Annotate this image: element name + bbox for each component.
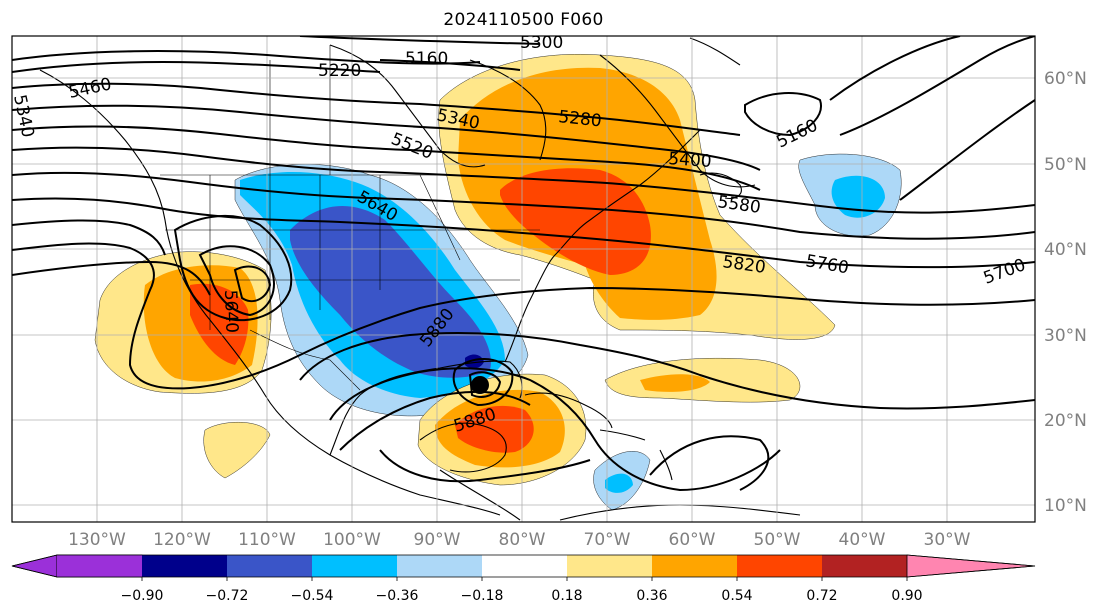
- colorbar-extend-min: [11, 554, 58, 578]
- contour-label-5400: 5400: [668, 149, 713, 172]
- colorbar-extend-max: [906, 554, 1036, 578]
- lon-label: 30°W: [924, 530, 971, 550]
- colorbar-segment: [142, 555, 227, 577]
- lon-label: 130°W: [68, 530, 126, 550]
- colorbar-segment: [397, 555, 482, 577]
- height-contours: [12, 36, 1035, 492]
- colorbar-segment: [567, 555, 652, 577]
- lat-label: 10°N: [1044, 496, 1087, 516]
- lon-label: 70°W: [584, 530, 631, 550]
- colorbar-tick-label: 0.36: [636, 588, 667, 604]
- colorbar-segment: [652, 555, 737, 577]
- lon-label: 120°W: [153, 530, 211, 550]
- contour-label-5220: 5220: [318, 61, 361, 81]
- colorbar-tick-label: 0.18: [551, 588, 582, 604]
- map-frame: [11, 35, 1036, 523]
- lat-label: 30°N: [1044, 326, 1087, 346]
- colorbar-tick-label: −0.54: [291, 588, 334, 604]
- colorbar-tick-label: 0.54: [721, 588, 752, 604]
- anomaly-shading: [94, 54, 902, 511]
- contour-label-5280: 5280: [557, 107, 602, 131]
- lon-label: 60°W: [669, 530, 716, 550]
- lon-label: 50°W: [754, 530, 801, 550]
- lat-label: 60°N: [1044, 69, 1087, 89]
- colorbar-segment: [312, 555, 397, 577]
- lon-label: 90°W: [414, 530, 461, 550]
- colorbar: −0.90 −0.72 −0.54 −0.36 −0.18 0.18 0.36 …: [11, 554, 1036, 604]
- lon-label: 40°W: [839, 530, 886, 550]
- colorbar-tick-label: 0.90: [891, 588, 922, 604]
- contour-label-5300: 5300: [520, 33, 563, 53]
- latitude-labels: 60°N 50°N 40°N 30°N 20°N 10°N: [1044, 69, 1087, 516]
- colorbar-segment: [227, 555, 312, 577]
- colorbar-segment: [57, 555, 142, 577]
- contour-label-5640-south: 5640: [220, 289, 241, 333]
- lon-label: 110°W: [238, 530, 296, 550]
- colorbar-segment: [822, 555, 907, 577]
- colorbar-tick-label: 0.72: [806, 588, 837, 604]
- colorbar-tick-label: −0.90: [121, 588, 164, 604]
- colorbar-tick-label: −0.36: [376, 588, 419, 604]
- colorbar-tick-label: −0.72: [206, 588, 249, 604]
- lon-label: 80°W: [499, 530, 546, 550]
- graticule: [12, 36, 1035, 522]
- lat-label: 40°N: [1044, 240, 1087, 260]
- colorbar-segment: [737, 555, 822, 577]
- storm-center-marker: [471, 376, 489, 394]
- contour-label-5160-top: 5160: [405, 49, 448, 69]
- colorbar-segment: [482, 555, 567, 577]
- longitude-labels: 130°W 120°W 110°W 100°W 90°W 80°W 70°W 6…: [68, 530, 971, 550]
- map-title: 2024110500 F060: [443, 10, 604, 30]
- colorbar-tick-label: −0.18: [461, 588, 504, 604]
- lat-label: 20°N: [1044, 411, 1087, 431]
- lon-label: 100°W: [323, 530, 381, 550]
- lat-label: 50°N: [1044, 155, 1087, 175]
